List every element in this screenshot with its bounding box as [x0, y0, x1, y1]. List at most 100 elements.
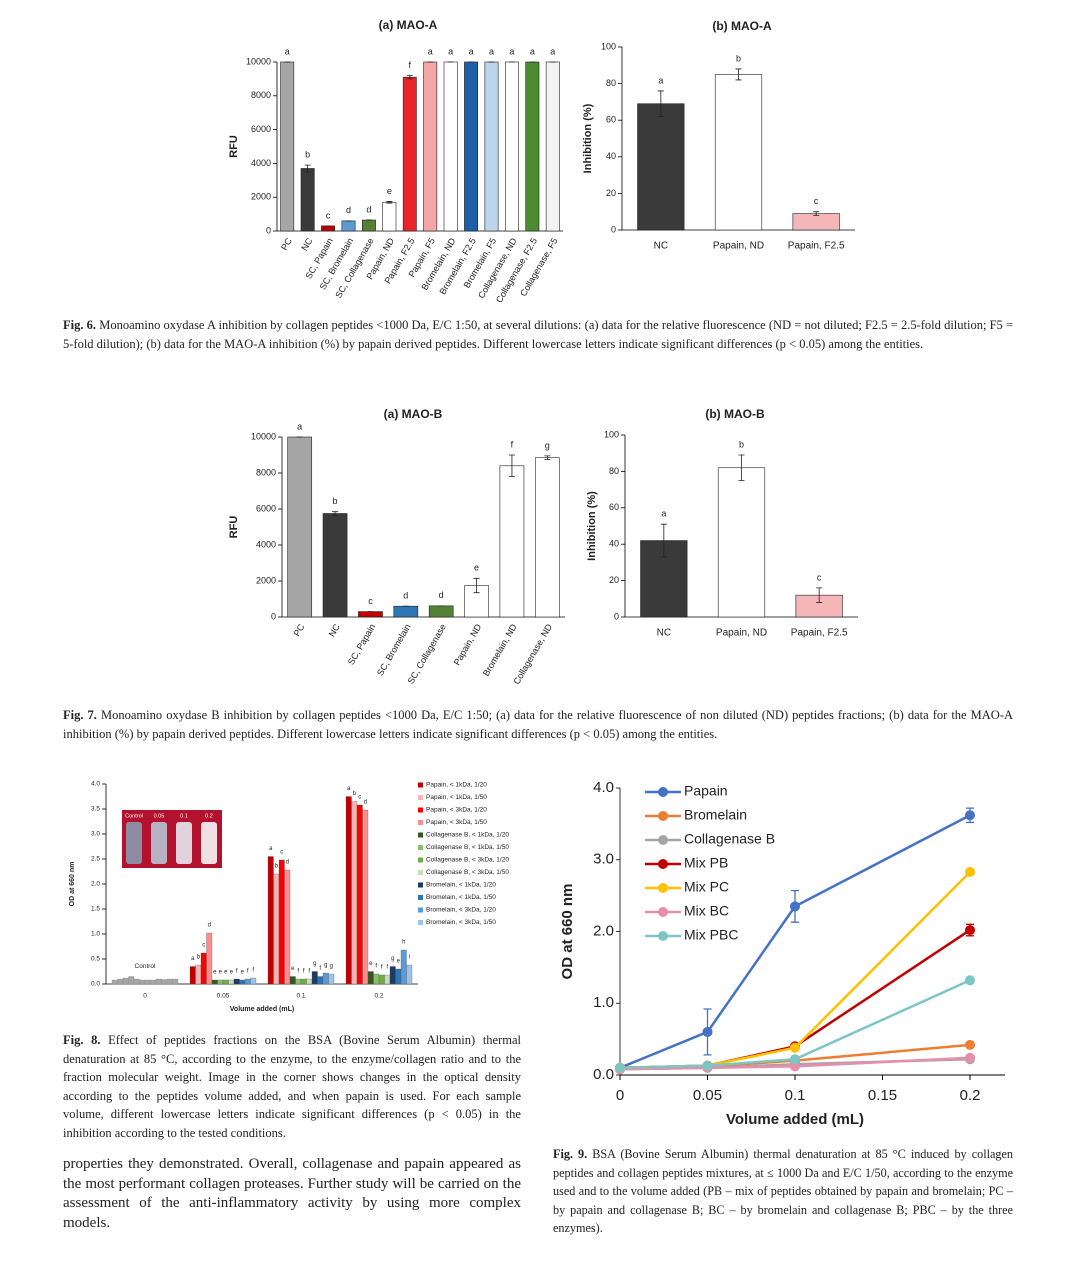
data-point — [790, 1061, 800, 1072]
y-tick-label: 1.0 — [91, 931, 100, 938]
y-tick-label: 40 — [609, 539, 619, 549]
bar — [328, 973, 335, 985]
significance-letter: g — [391, 956, 394, 962]
x-tick-label: Bromelain, ND — [481, 622, 519, 678]
legend-label: Collagenase B, < 1kDa, 1/20 — [426, 832, 509, 839]
bar — [358, 611, 383, 618]
significance-letter: h — [402, 940, 405, 946]
data-point — [790, 1042, 800, 1053]
bar — [345, 796, 352, 985]
legend-label: Mix PB — [684, 855, 728, 871]
significance-letter: f — [252, 968, 254, 974]
legend-label: Bromelain, < 1kDa, 1/50 — [426, 894, 496, 901]
bar — [321, 225, 336, 232]
x-tick-label: Papain, F2.5 — [788, 241, 845, 252]
bar — [317, 976, 324, 985]
bar — [341, 220, 356, 232]
significance-letter: b — [739, 439, 744, 449]
legend-label: Bromelain, < 1kDa, 1/20 — [426, 882, 496, 889]
y-axis-label: RFU — [228, 135, 240, 158]
bar — [322, 972, 329, 985]
bar — [289, 976, 296, 985]
legend-marker — [658, 907, 668, 917]
legend-swatch — [418, 807, 423, 813]
legend-swatch — [418, 857, 423, 863]
significance-letter: a — [285, 46, 290, 56]
error-bar — [738, 454, 745, 481]
data-point — [965, 925, 975, 936]
x-tick-label: 0.05 — [693, 1087, 722, 1104]
x-tick-label: NC — [299, 236, 314, 253]
bar — [499, 465, 525, 618]
y-tick-label: 4.0 — [91, 781, 100, 788]
x-tick-label: 0 — [143, 993, 147, 1000]
bar — [534, 457, 560, 618]
chart-title: (a) MAO-A — [379, 18, 438, 32]
caption-label: Fig. 8. — [63, 1033, 101, 1047]
y-tick-label: 100 — [601, 41, 616, 51]
caption-text: Monoamino oxydase B inhibition by collag… — [63, 708, 1014, 741]
y-tick-label: 4000 — [256, 539, 276, 549]
legend-label: Bromelain, < 3kDa, 1/50 — [426, 919, 496, 926]
inset-tube — [176, 822, 192, 864]
bar — [284, 869, 291, 985]
y-tick-label: 20 — [609, 575, 619, 585]
series-line — [619, 1056, 971, 1071]
inset-tube — [151, 822, 167, 864]
bar — [356, 804, 363, 985]
legend-swatch — [418, 870, 423, 875]
bar — [311, 971, 318, 985]
y-tick-label: 8000 — [251, 90, 271, 100]
significance-letter: a — [347, 786, 351, 792]
caption: Fig. 7. Monoamino oxydase B inhibition b… — [63, 706, 1013, 743]
error-bar — [473, 577, 480, 594]
inset-label: 0.2 — [205, 813, 213, 819]
x-tick-label: 0.2 — [374, 993, 383, 1000]
bar — [228, 979, 235, 985]
legend-label: Papain, < 1kDa, 1/50 — [426, 794, 487, 801]
significance-letter: f — [381, 965, 383, 971]
significance-letter: f — [236, 969, 238, 975]
significance-letter: c — [358, 795, 361, 801]
y-tick-label: 60 — [609, 502, 619, 512]
bar — [144, 979, 151, 985]
series-line — [619, 814, 971, 1069]
chart-title: (b) MAO-A — [712, 19, 772, 33]
y-tick-label: 100 — [604, 429, 619, 439]
significance-letter: e — [474, 563, 479, 573]
significance-letter: a — [530, 46, 535, 56]
significance-letter: a — [191, 956, 195, 962]
legend-swatch — [418, 907, 423, 913]
data-point — [965, 866, 975, 877]
chart-title: (a) MAO-B — [384, 407, 443, 421]
y-tick-label: 2.0 — [593, 922, 614, 939]
legend-label: Bromelain, < 3kDa, 1/20 — [426, 907, 496, 914]
caption-label: Fig. 6. — [63, 318, 97, 332]
bar — [233, 978, 240, 985]
significance-letter: a — [658, 75, 663, 85]
significance-letter: f — [297, 969, 299, 975]
x-tick-label: 0.1 — [296, 993, 305, 1000]
significance-letter: i — [409, 955, 410, 961]
legend-swatch — [418, 920, 423, 925]
legend-label: Mix PBC — [684, 927, 738, 943]
bar — [717, 467, 766, 618]
y-axis-label: RFU — [228, 516, 240, 539]
x-tick-label: 0.1 — [785, 1087, 806, 1104]
significance-letter: d — [439, 590, 444, 600]
data-point — [965, 975, 975, 986]
y-tick-label: 0 — [611, 224, 616, 234]
inset-tube — [126, 822, 142, 864]
y-tick-label: 60 — [606, 115, 616, 125]
bar — [217, 979, 224, 985]
bar — [373, 973, 380, 985]
bar — [189, 966, 196, 985]
bar — [443, 61, 458, 232]
legend-marker — [658, 859, 668, 869]
significance-letter: f — [409, 60, 412, 70]
significance-letter: e — [224, 970, 228, 976]
y-tick-label: 80 — [606, 78, 616, 88]
significance-letter: c — [280, 850, 283, 856]
bar — [464, 61, 479, 232]
caption-text: Monoamino oxydase A inhibition by collag… — [63, 318, 1014, 351]
